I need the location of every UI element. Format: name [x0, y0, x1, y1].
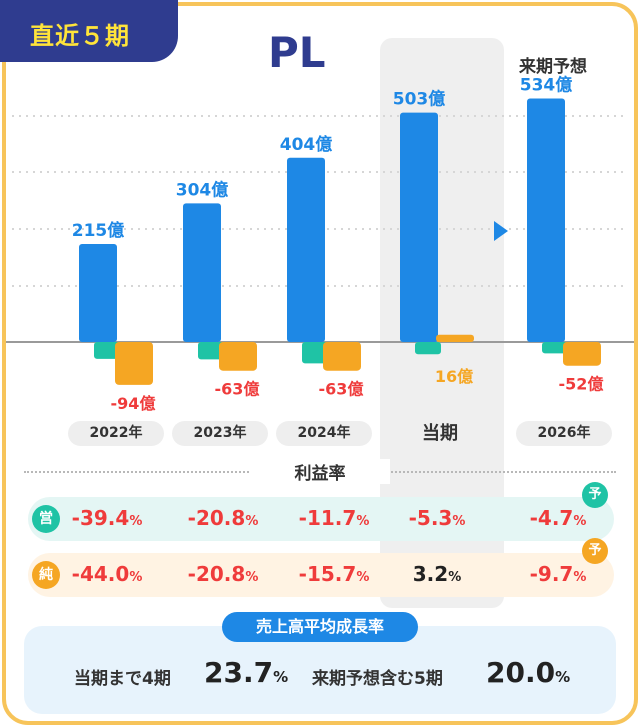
operating-margin-row: 営 -39.4% -20.8% -11.7% -5.3% -4.7%	[28, 497, 614, 541]
operating-margin-2022: -39.4%	[71, 506, 143, 530]
forecast-arrow-icon	[494, 221, 508, 241]
revenue-label-3: 503億	[393, 89, 446, 110]
net-label-2: -63億	[319, 380, 364, 399]
operating-badge: 営	[32, 505, 60, 533]
growth-item1-value: 23.7%	[204, 656, 289, 689]
net-margin-current: 3.2%	[412, 562, 462, 586]
revenue-bar-1	[183, 203, 221, 342]
bar-group: 215億 -94億 304億 -63億 404億 -63億 503億 16億 534億 -52億	[72, 74, 604, 412]
revenue-label-1: 304億	[176, 179, 229, 200]
net-label-1: -63億	[215, 380, 260, 399]
operating-bar-1	[198, 342, 224, 360]
growth-item2-label: 来期予想含む5期	[312, 669, 443, 689]
revenue-label-2: 404億	[280, 134, 333, 155]
net-bar-0	[115, 342, 153, 385]
growth-item1-label: 当期まで4期	[74, 669, 171, 689]
operating-margin-current: -5.3%	[408, 506, 466, 530]
chart-title: PL	[268, 28, 326, 77]
net-margin-2022: -44.0%	[71, 562, 143, 586]
category-label-2: 2024年	[276, 421, 372, 446]
category-label-1: 2023年	[172, 421, 268, 446]
net-forecast-badge: 予	[582, 538, 608, 564]
operating-bar-4	[542, 342, 568, 354]
revenue-bar-2	[287, 157, 325, 342]
net-margin-row: 純 -44.0% -20.8% -15.7% 3.2% -9.7%	[28, 553, 614, 597]
category-label-3: 当期	[422, 423, 458, 444]
net-margin-2023: -20.8%	[187, 562, 259, 586]
revenue-label-4: 534億	[520, 74, 573, 95]
period-badge-label: 直近５期	[30, 22, 130, 50]
operating-bar-3	[415, 342, 441, 355]
net-bar-3	[436, 334, 474, 342]
category-label-0: 2022年	[68, 421, 164, 446]
net-label-3: 16億	[435, 367, 473, 386]
operating-margin-2024: -11.7%	[298, 506, 370, 530]
operating-bar-0	[94, 342, 120, 359]
ratio-title: 利益率	[250, 459, 390, 484]
net-label-0: -94億	[111, 394, 156, 413]
revenue-label-0: 215億	[72, 220, 125, 241]
revenue-bar-0	[79, 243, 117, 342]
net-margin-2024: -15.7%	[298, 562, 370, 586]
net-bar-4	[563, 342, 601, 366]
period-badge: 直近５期	[0, 0, 178, 62]
category-label-4: 2026年	[516, 421, 612, 446]
net-bar-2	[323, 342, 361, 371]
net-badge: 純	[32, 561, 60, 589]
net-label-4: -52億	[559, 375, 604, 394]
operating-margin-2026: -4.7%	[529, 506, 587, 530]
net-bar-1	[219, 342, 257, 371]
forecast-header: 来期予想	[519, 57, 587, 77]
pl-bar-chart: 215億 -94億 304億 -63億 404億 -63億 503億 16億 534億 -52億	[6, 74, 634, 413]
operating-bar-2	[302, 342, 328, 364]
revenue-bar-4	[527, 98, 565, 342]
growth-item2-value: 20.0%	[486, 656, 571, 689]
operating-forecast-badge: 予	[582, 482, 608, 508]
operating-margin-2023: -20.8%	[187, 506, 259, 530]
net-margin-2026: -9.7%	[529, 562, 587, 586]
revenue-bar-3	[400, 112, 438, 342]
growth-title: 売上高平均成長率	[222, 612, 418, 642]
